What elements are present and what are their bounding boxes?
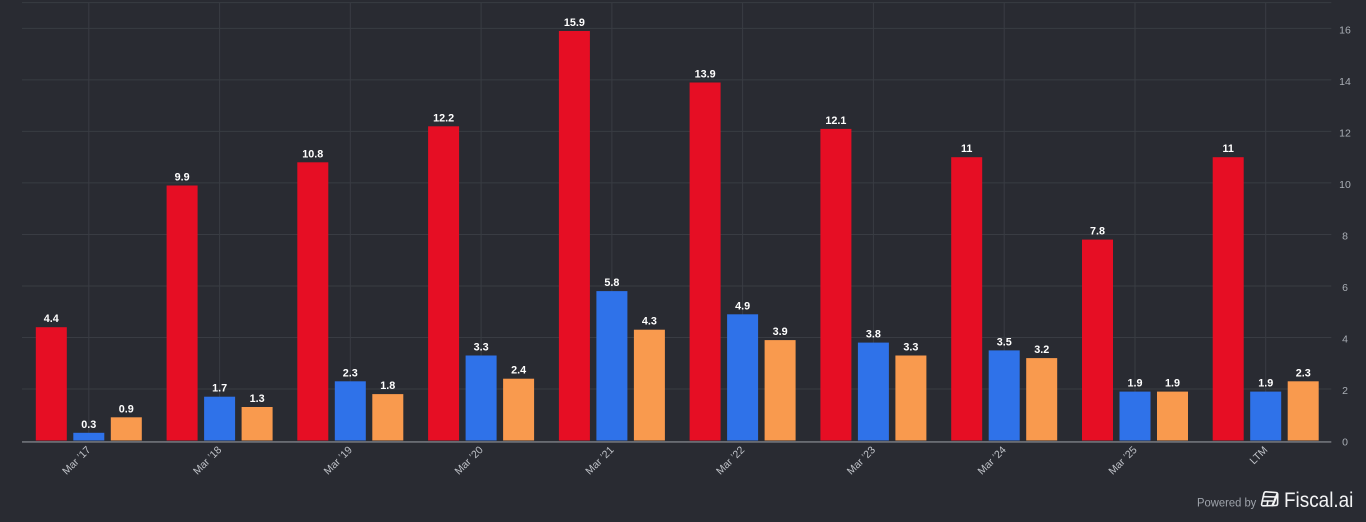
svg-text:2.3: 2.3 — [1296, 367, 1311, 379]
svg-text:8: 8 — [1342, 231, 1348, 243]
svg-text:10.8: 10.8 — [302, 148, 323, 160]
svg-text:1.7: 1.7 — [212, 383, 227, 395]
svg-text:0: 0 — [1342, 437, 1348, 449]
svg-text:1.8: 1.8 — [380, 380, 395, 392]
svg-text:3.3: 3.3 — [903, 342, 918, 354]
svg-text:4.4: 4.4 — [44, 313, 59, 325]
svg-text:14: 14 — [1339, 76, 1351, 88]
svg-text:11: 11 — [961, 143, 972, 155]
svg-text:7.8: 7.8 — [1090, 226, 1105, 238]
svg-text:12: 12 — [1339, 128, 1351, 140]
svg-text:1.3: 1.3 — [250, 393, 265, 405]
svg-text:3.9: 3.9 — [773, 326, 788, 338]
svg-text:2.4: 2.4 — [511, 365, 526, 377]
svg-text:12.1: 12.1 — [825, 115, 846, 127]
svg-text:9.9: 9.9 — [175, 172, 190, 184]
svg-text:1.9: 1.9 — [1165, 378, 1180, 390]
svg-text:0.3: 0.3 — [81, 419, 96, 431]
svg-text:4.9: 4.9 — [735, 300, 750, 312]
svg-text:Powered by: Powered by — [1197, 496, 1256, 510]
svg-text:4.3: 4.3 — [642, 316, 657, 328]
svg-text:6: 6 — [1342, 282, 1348, 294]
svg-text:5.8: 5.8 — [604, 277, 619, 289]
svg-text:3.2: 3.2 — [1034, 344, 1049, 356]
svg-text:3.8: 3.8 — [866, 329, 881, 341]
svg-text:1.9: 1.9 — [1127, 378, 1142, 390]
svg-text:2: 2 — [1342, 385, 1348, 397]
svg-text:4: 4 — [1342, 334, 1348, 346]
svg-text:16: 16 — [1339, 25, 1351, 37]
svg-text:2.3: 2.3 — [343, 367, 358, 379]
svg-text:10: 10 — [1339, 179, 1351, 191]
svg-text:Fiscal.ai: Fiscal.ai — [1284, 489, 1353, 512]
svg-text:12.2: 12.2 — [433, 112, 454, 124]
svg-text:1.9: 1.9 — [1258, 378, 1273, 390]
svg-text:11: 11 — [1222, 143, 1233, 155]
svg-text:3.3: 3.3 — [474, 342, 489, 354]
svg-text:0.9: 0.9 — [119, 403, 134, 415]
svg-text:3.5: 3.5 — [997, 336, 1012, 348]
svg-text:15.9: 15.9 — [564, 17, 585, 29]
svg-text:13.9: 13.9 — [695, 69, 716, 81]
